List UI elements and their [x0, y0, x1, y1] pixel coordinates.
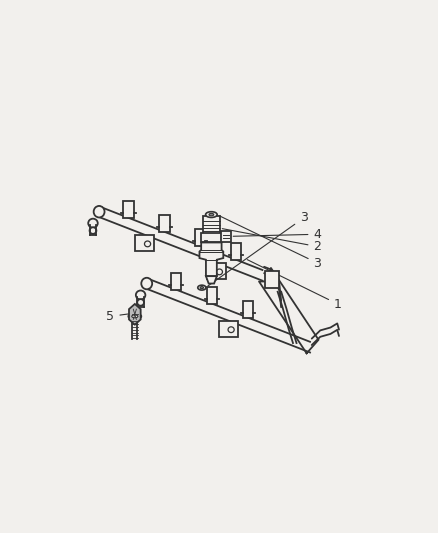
Polygon shape: [231, 244, 241, 260]
Ellipse shape: [137, 299, 144, 306]
Polygon shape: [206, 287, 217, 304]
Ellipse shape: [89, 227, 96, 234]
FancyBboxPatch shape: [203, 216, 219, 235]
Polygon shape: [199, 243, 223, 276]
Polygon shape: [171, 273, 181, 289]
Polygon shape: [219, 321, 237, 337]
Ellipse shape: [135, 290, 145, 300]
Text: 5: 5: [106, 310, 138, 323]
Text: 3: 3: [219, 216, 321, 270]
Polygon shape: [205, 276, 216, 284]
Ellipse shape: [205, 212, 217, 217]
Polygon shape: [195, 229, 205, 246]
Polygon shape: [242, 301, 253, 318]
Text: 2: 2: [222, 229, 321, 253]
FancyBboxPatch shape: [201, 233, 221, 243]
Polygon shape: [159, 215, 169, 232]
Ellipse shape: [200, 287, 203, 289]
Ellipse shape: [141, 278, 152, 289]
Ellipse shape: [216, 269, 222, 274]
Ellipse shape: [93, 206, 104, 217]
Text: 3: 3: [207, 212, 307, 286]
Polygon shape: [123, 201, 133, 218]
Ellipse shape: [198, 285, 205, 290]
Text: 4: 4: [233, 228, 321, 241]
Polygon shape: [129, 304, 140, 325]
Polygon shape: [207, 263, 226, 279]
Ellipse shape: [144, 241, 150, 247]
Ellipse shape: [88, 219, 98, 228]
Ellipse shape: [227, 327, 233, 333]
Ellipse shape: [131, 315, 138, 318]
FancyBboxPatch shape: [220, 231, 230, 242]
Ellipse shape: [128, 313, 141, 319]
Polygon shape: [135, 235, 154, 251]
Polygon shape: [265, 271, 278, 288]
Text: 1: 1: [247, 260, 341, 311]
Ellipse shape: [208, 213, 213, 216]
